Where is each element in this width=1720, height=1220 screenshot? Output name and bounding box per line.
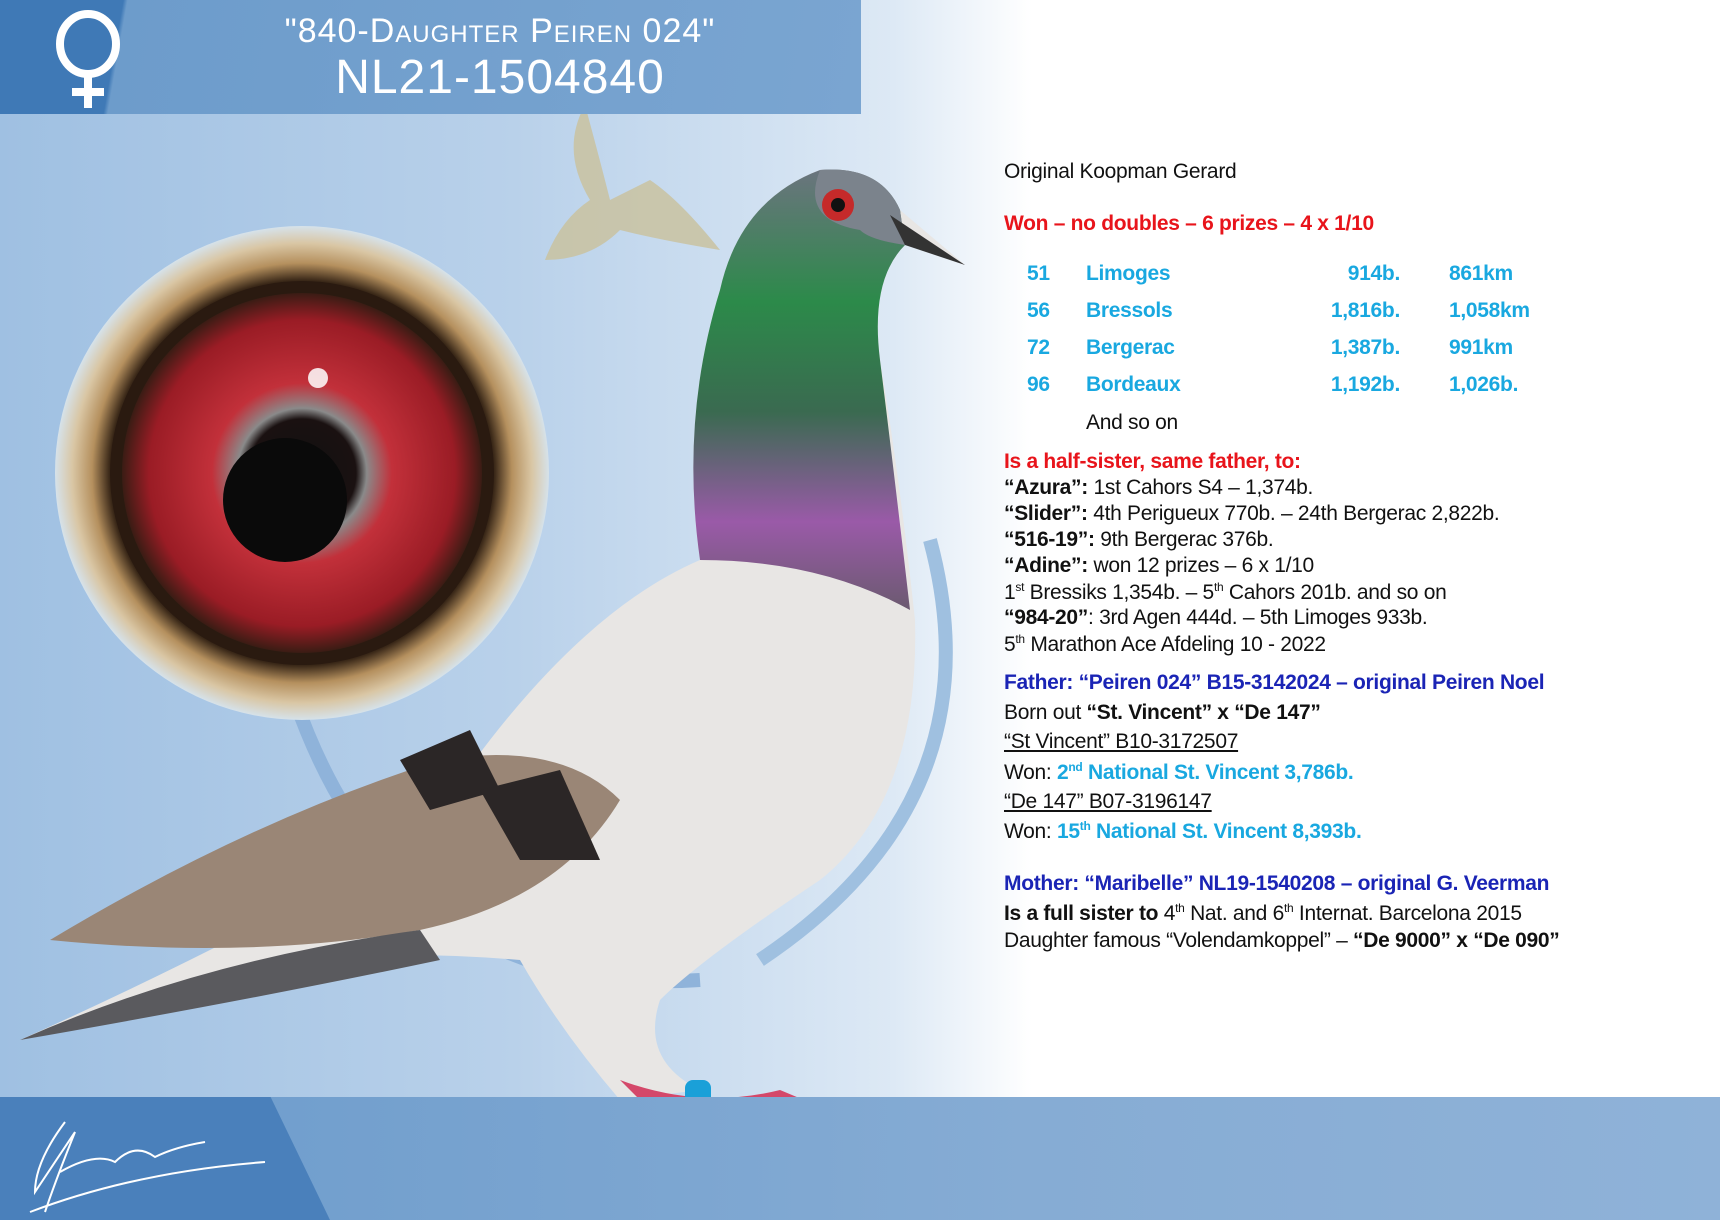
sibling-adine: “Adine”: won 12 prizes – 6 x 1/10 bbox=[1004, 554, 1314, 577]
result-race: Limoges bbox=[1086, 262, 1171, 285]
result-birds: 1,387b. bbox=[1330, 336, 1400, 359]
breeder-line: Original Koopman Gerard bbox=[1004, 160, 1237, 183]
result-row: 72 Bergerac 1,387b. 991km bbox=[1004, 336, 1564, 364]
bird-silhouette-icon bbox=[545, 105, 720, 260]
result-row: 51 Limoges 914b. 861km bbox=[1004, 262, 1564, 290]
result-race: Bressols bbox=[1086, 299, 1173, 322]
result-birds: 914b. bbox=[1347, 262, 1401, 285]
and-so-on: And so on bbox=[1086, 411, 1178, 434]
result-distance: 861km bbox=[1449, 262, 1513, 285]
won-heading: Won – no doubles – 6 prizes – 4 x 1/10 bbox=[1004, 212, 1374, 235]
mother-daughter-of: Daughter famous “Volendamkoppel” – “De 9… bbox=[1004, 929, 1560, 952]
father-born-out: Born out “St. Vincent” x “De 147” bbox=[1004, 701, 1321, 724]
result-row: 56 Bressols 1,816b. 1,058km bbox=[1004, 299, 1564, 327]
female-symbol-icon bbox=[56, 10, 120, 108]
sibling-516-19: “516-19”: 9th Bergerac 376b. bbox=[1004, 528, 1274, 551]
footer-band bbox=[0, 1097, 1720, 1220]
sibling-984-20: “984-20”: 3rd Agen 444d. – 5th Limoges 9… bbox=[1004, 606, 1428, 629]
mother-full-sister: Is a full sister to 4th Nat. and 6th Int… bbox=[1004, 901, 1522, 925]
result-race: Bordeaux bbox=[1086, 373, 1181, 396]
signature-logo bbox=[29, 1121, 266, 1213]
result-race: Bergerac bbox=[1086, 336, 1175, 359]
sibling-ace: 5th Marathon Ace Afdeling 10 - 2022 bbox=[1004, 632, 1326, 656]
result-row: 96 Bordeaux 1,192b. 1,026b. bbox=[1004, 373, 1564, 401]
result-distance: 1,026b. bbox=[1449, 373, 1519, 396]
pigeon-name: "840-Daughter Peiren 024" bbox=[284, 12, 716, 50]
title-banner: "840-Daughter Peiren 024" NL21-1504840 bbox=[0, 0, 861, 114]
result-distance: 1,058km bbox=[1449, 299, 1530, 322]
father-dam-won: Won: 15th National St. Vincent 8,393b. bbox=[1004, 819, 1362, 843]
eye-closeup bbox=[55, 226, 549, 720]
sibling-azura: “Azura”: 1st Cahors S4 – 1,374b. bbox=[1004, 476, 1314, 499]
father-dam: “De 147” B07-3196147 bbox=[1004, 790, 1212, 813]
sibling-adine-results: 1st Bressiks 1,354b. – 5th Cahors 201b. … bbox=[1004, 580, 1447, 604]
father-sire: “St Vincent” B10-3172507 bbox=[1004, 730, 1239, 753]
father-heading: Father: “Peiren 024” B15-3142024 – origi… bbox=[1004, 671, 1545, 694]
result-distance: 991km bbox=[1449, 336, 1513, 359]
result-birds: 1,192b. bbox=[1330, 373, 1400, 396]
half-sister-heading: Is a half-sister, same father, to: bbox=[1004, 450, 1301, 473]
result-place: 56 bbox=[1027, 299, 1050, 322]
sibling-slider: “Slider”: 4th Perigueux 770b. – 24th Ber… bbox=[1004, 502, 1500, 525]
result-place: 96 bbox=[1027, 373, 1050, 396]
result-place: 72 bbox=[1027, 336, 1050, 359]
result-birds: 1,816b. bbox=[1330, 299, 1400, 322]
result-place: 51 bbox=[1027, 262, 1050, 285]
mother-heading: Mother: “Maribelle” NL19-1540208 – origi… bbox=[1004, 872, 1550, 895]
father-sire-won: Won: 2nd National St. Vincent 3,786b. bbox=[1004, 760, 1354, 784]
ring-number: NL21-1504840 bbox=[335, 51, 665, 104]
